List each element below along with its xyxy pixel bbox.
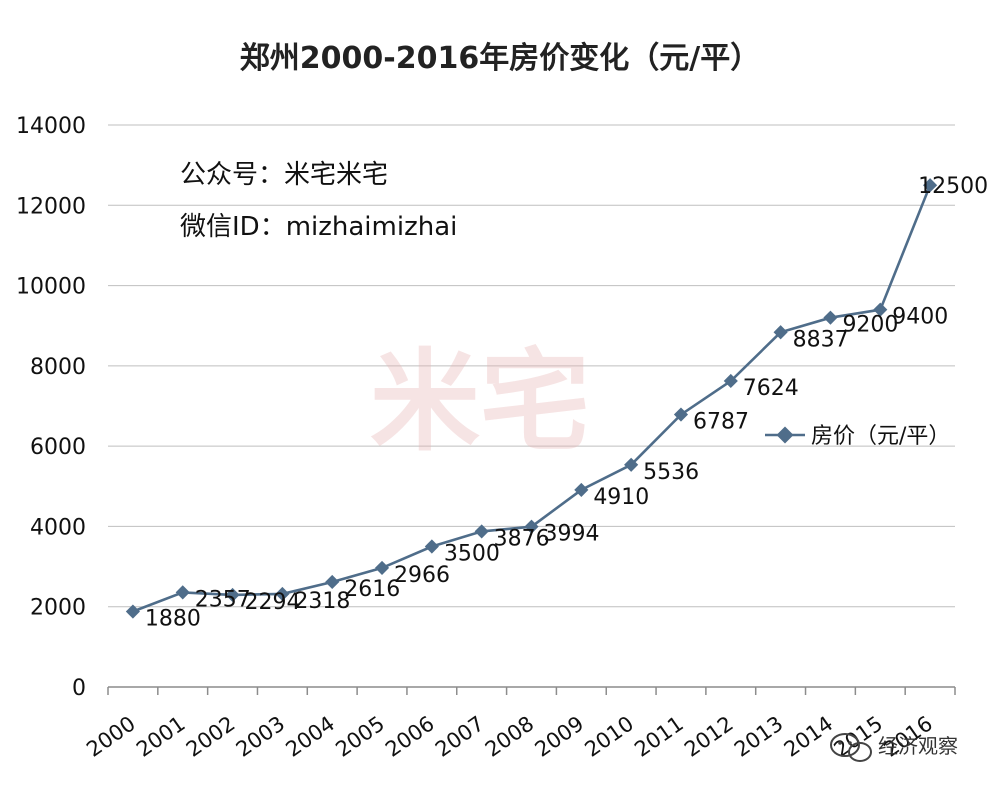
data-point-6	[424, 539, 439, 554]
data-point-14	[823, 310, 838, 325]
x-tick-label-1: 2001	[132, 711, 190, 761]
x-tick-label-2: 2002	[182, 711, 240, 761]
data-label-16: 12500	[918, 174, 988, 199]
legend-marker	[776, 426, 794, 444]
x-tick-label-14: 2014	[780, 711, 838, 761]
x-tick-label-7: 2007	[431, 711, 489, 761]
data-label-13: 8837	[793, 327, 849, 352]
data-point-11	[673, 407, 689, 422]
x-tick-label-11: 2011	[630, 711, 688, 761]
data-point-9	[574, 482, 589, 497]
data-point-13	[773, 325, 788, 340]
data-label-5: 2966	[394, 563, 450, 588]
data-point-4	[325, 574, 340, 590]
data-point-5	[374, 560, 390, 576]
data-label-8: 3994	[544, 522, 600, 547]
x-tick-label-12: 2012	[680, 711, 738, 761]
credit-text: 经济观察	[878, 734, 958, 758]
x-tick-label-9: 2009	[531, 711, 589, 761]
data-point-7	[474, 524, 489, 539]
data-point-2	[225, 587, 240, 602]
watermark: 米宅	[370, 338, 590, 466]
y-tick-label-4: 8000	[30, 355, 86, 380]
data-label-3: 2318	[294, 589, 350, 614]
data-point-15	[873, 302, 888, 317]
y-tick-label-6: 12000	[16, 194, 86, 219]
gridlines	[108, 124, 955, 608]
data-label-1: 2357	[195, 587, 251, 612]
x-tick-label-4: 2004	[282, 711, 340, 761]
annotation-account: 公众号：米宅米宅	[180, 160, 388, 190]
data-point-0	[125, 604, 140, 619]
data-point-8	[524, 519, 539, 534]
x-tick-label-8: 2008	[481, 711, 539, 761]
series-layer	[125, 178, 938, 619]
x-axis-ticks: 2000200120022003200420052006200720082009…	[82, 711, 937, 761]
y-tick-label-5: 10000	[16, 275, 86, 300]
data-label-14: 9200	[842, 313, 898, 338]
x-tick-label-5: 2005	[331, 711, 389, 761]
data-label-4: 2616	[344, 577, 400, 602]
data-label-12: 7624	[743, 376, 799, 401]
data-label-10: 5536	[643, 460, 699, 485]
data-label-15: 9400	[892, 305, 948, 330]
y-axis-ticks: 0 2000 4000 6000 8000 10000 12000 14000	[16, 114, 86, 701]
data-label-9: 4910	[593, 485, 649, 510]
y-tick-label-7: 14000	[16, 114, 86, 139]
x-tick-label-3: 2003	[232, 711, 290, 761]
y-tick-label-0: 0	[72, 676, 86, 701]
data-point-16	[923, 178, 938, 193]
x-tick-label-10: 2010	[580, 711, 638, 761]
y-tick-label-1: 2000	[30, 596, 86, 621]
data-label-7: 3876	[494, 526, 550, 551]
data-point-3	[275, 586, 290, 602]
data-label-6: 3500	[444, 542, 500, 567]
data-point-12	[723, 373, 738, 389]
wechat-icon	[830, 733, 872, 762]
x-tick-label-0: 2000	[82, 711, 140, 761]
data-label-2: 2294	[245, 590, 301, 615]
data-point-10	[624, 457, 639, 472]
credit-footer: 经济观察	[830, 733, 958, 762]
data-label-11: 6787	[693, 410, 749, 435]
chart-title: 郑州2000-2016年房价变化（元/平）	[240, 41, 760, 76]
annotations: 公众号：米宅米宅 微信ID：mizhaimizhai	[180, 160, 457, 242]
legend: 房价（元/平）	[765, 424, 950, 449]
y-tick-label-3: 6000	[30, 435, 86, 460]
data-point-1	[175, 585, 190, 600]
x-tick-label-6: 2006	[381, 711, 439, 761]
data-label-0: 1880	[145, 607, 201, 632]
x-tick-label-13: 2013	[730, 711, 788, 761]
watermark-text: 米宅	[370, 338, 590, 466]
axes	[107, 686, 956, 695]
y-tick-label-2: 4000	[30, 515, 86, 540]
legend-label: 房价（元/平）	[811, 424, 950, 449]
annotation-wechat-id: 微信ID：mizhaimizhai	[180, 212, 457, 242]
